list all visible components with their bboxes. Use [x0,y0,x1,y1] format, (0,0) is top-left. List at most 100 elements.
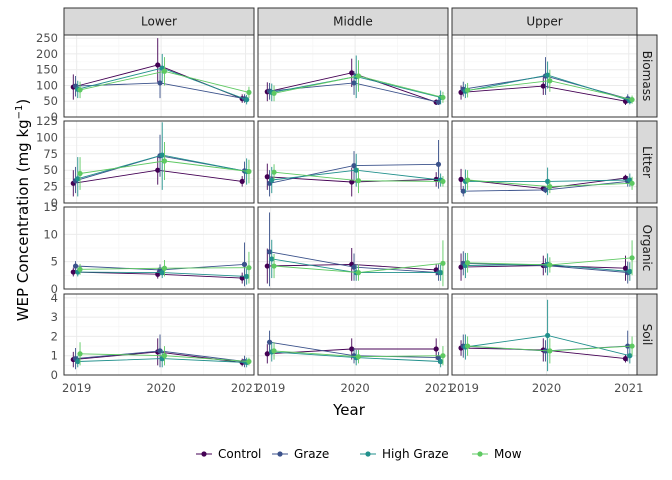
panel-biomass-upper [451,34,638,118]
legend: Control Graze High Graze Mow [196,447,522,461]
x-axis-title: Year [332,401,366,419]
legend-key-point [477,451,483,457]
data-point [458,176,464,182]
data-point [239,178,245,184]
data-point [465,260,471,266]
data-point [435,355,442,361]
y-tick-label: 25 [43,180,58,194]
data-point [266,339,273,345]
data-point [458,264,464,270]
x-tick-label: 2019 [450,381,479,395]
data-point [547,78,553,84]
strip-label-organic: Organic [640,225,654,272]
panel-soil-lower [63,293,255,376]
y-tick-label: 50 [43,163,58,177]
panel-soil-upper [451,293,638,376]
data-point [460,188,466,194]
data-point [465,87,471,93]
panel-border [451,34,638,118]
data-point [622,356,629,362]
strip-label-middle: Middle [333,15,373,29]
panel-background [64,294,254,375]
data-point [545,332,551,339]
data-point [629,343,635,349]
data-point [161,353,168,359]
data-point [246,168,252,175]
legend-key-point [365,451,371,457]
data-point [246,265,252,271]
panel-organic-middle [257,206,449,290]
data-point [465,343,471,349]
panel-border [451,206,638,290]
panel-biomass-middle [257,34,449,118]
data-point [351,80,357,86]
y-axis-title: WEP Concentration (mg kg−1) [14,99,32,322]
y-tick-label: 1 [51,349,58,363]
panel-border [63,120,255,204]
strip-middle [257,7,449,36]
data-point [271,263,277,269]
data-point [435,161,442,167]
y-tick-label: 50 [43,94,58,108]
data-point [271,348,277,354]
data-point [540,83,546,89]
y-tick-label: 0 [51,110,58,124]
data-point [244,97,250,103]
data-point [545,72,551,78]
data-point [627,353,633,359]
data-point [159,270,165,276]
legend-label: Control [218,447,261,461]
y-axis-title-close: ) [14,99,32,105]
data-point [269,177,275,183]
data-point [438,358,444,365]
panel-organic-upper [451,206,638,290]
y-tick-label: 5 [51,255,58,269]
y-tick-label: 100 [36,78,58,92]
legend-label: Graze [294,447,329,461]
data-point [547,184,553,190]
panel-background [452,294,637,375]
y-tick-label: 3 [51,310,58,324]
y-tick-label: 4 [51,291,58,305]
panel-border [451,293,638,376]
legend-label: High Graze [382,447,449,461]
data-point [271,90,277,96]
data-point [75,176,81,182]
data-point [349,346,355,352]
panel-background [258,35,448,117]
data-point [433,346,439,352]
y-tick-label: 75 [43,147,58,161]
data-point [353,167,359,173]
panel-border [63,34,255,118]
y-tick-label: 0 [51,368,58,382]
facet-grid: Lower Middle UpperBiomass050100150200250Li… [36,7,658,395]
panel-border [257,206,449,290]
data-point [440,260,446,266]
data-point [161,68,168,74]
panel-soil-middle [257,293,449,376]
panel-border [451,120,638,204]
data-point [349,70,355,76]
panel-biomass-lower [63,34,255,118]
data-point [77,170,83,177]
panel-border [257,293,449,376]
data-point [355,178,362,184]
strip-upper [451,7,638,36]
y-tick-label: 0 [51,282,58,296]
legend-label: Mow [494,447,522,461]
y-tick-label: 0 [51,196,58,210]
data-point [627,268,633,275]
data-point [355,270,362,276]
data-point [351,264,357,270]
panel-border [63,206,255,290]
data-point [77,266,83,272]
panel-litter-upper [451,120,638,204]
data-point [355,354,362,360]
data-point [629,97,635,103]
x-tick-label: 2020 [340,381,369,395]
data-point [438,270,444,276]
data-point [465,177,471,183]
y-tick-label: 100 [36,130,58,144]
data-point [629,255,635,261]
